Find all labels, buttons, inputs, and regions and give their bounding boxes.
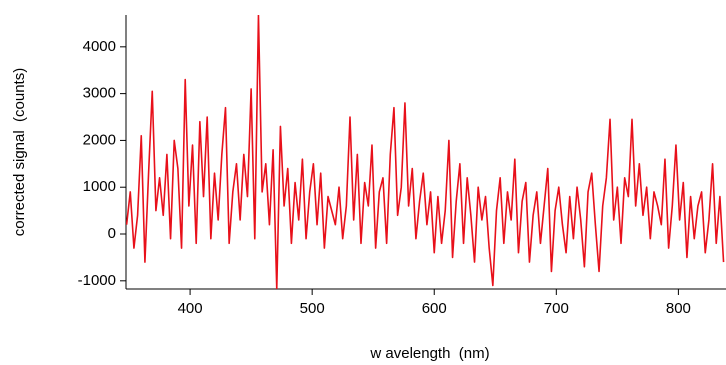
y-tick-label: 1000 xyxy=(83,178,116,195)
x-tick-label: 600 xyxy=(422,300,447,317)
x-tick-label: 800 xyxy=(666,300,691,317)
data-line xyxy=(126,15,725,289)
y-tick-label: 4000 xyxy=(83,38,116,55)
x-tick-label: 500 xyxy=(300,300,325,317)
y-tick-label: 2000 xyxy=(83,131,116,148)
x-axis-title: w avelength (nm) xyxy=(369,345,489,362)
y-tick-label: 3000 xyxy=(83,85,116,102)
y-tick-label: -1000 xyxy=(78,272,116,289)
x-tick-label: 700 xyxy=(544,300,569,317)
y-tick-label: 0 xyxy=(108,225,116,242)
y-axis-title: corrected signal (counts) xyxy=(11,68,28,236)
x-tick-label: 400 xyxy=(178,300,203,317)
